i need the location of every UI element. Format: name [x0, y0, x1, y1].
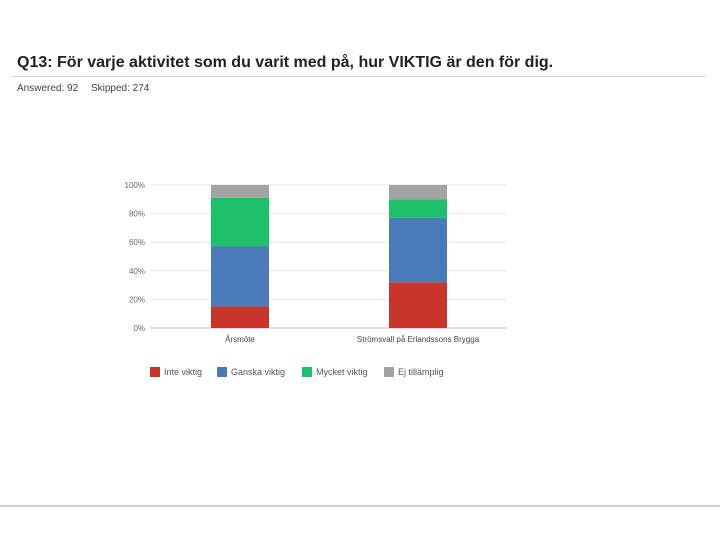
bar-segment [211, 197, 269, 247]
y-tick-label: 40% [129, 267, 145, 276]
legend-swatch [150, 367, 160, 377]
bar-segment [211, 246, 269, 307]
gridlines [150, 184, 507, 329]
bar-segment [389, 199, 447, 218]
legend-swatch [217, 367, 227, 377]
bar-segment [389, 185, 447, 200]
footer-divider [0, 505, 720, 507]
bar-segment [389, 217, 447, 283]
legend-swatch [384, 367, 394, 377]
y-tick-label: 100% [125, 181, 145, 190]
page-title: Q13: För varje aktivitet som du varit me… [17, 54, 554, 71]
legend-label: Ganska viktig [231, 367, 285, 377]
answered-count: Answered: 92 [17, 83, 79, 94]
bar-segment [389, 282, 447, 328]
title-divider [10, 76, 706, 77]
category-label: Årsmöte [225, 335, 255, 344]
legend-label: Inte viktig [164, 367, 202, 377]
bars [211, 185, 447, 328]
y-tick-label: 0% [133, 324, 145, 333]
category-label: Strömsvall på Erlandssons Brygga [357, 335, 480, 344]
y-tick-label: 60% [129, 238, 145, 247]
legend: Inte viktig Ganska viktig Mycket viktig Ej … [150, 367, 444, 377]
legend-label: Mycket viktig [316, 367, 368, 377]
skipped-count: Skipped: 274 [90, 83, 150, 94]
y-tick-label: 80% [129, 210, 145, 219]
bar-segment [211, 306, 269, 328]
y-tick-label: 20% [129, 295, 145, 304]
bar-segment [211, 185, 269, 198]
x-axis-labels: Årsmöte Strömsvall på Erlandssons Brygga [225, 335, 480, 344]
response-stats: Answered: 92 Skipped: 274 [17, 83, 159, 94]
legend-swatch [302, 367, 312, 377]
legend-label: Ej tillämplig [398, 367, 444, 377]
y-axis-ticks: 0% 20% 40% 60% 80% 100% [125, 181, 145, 333]
